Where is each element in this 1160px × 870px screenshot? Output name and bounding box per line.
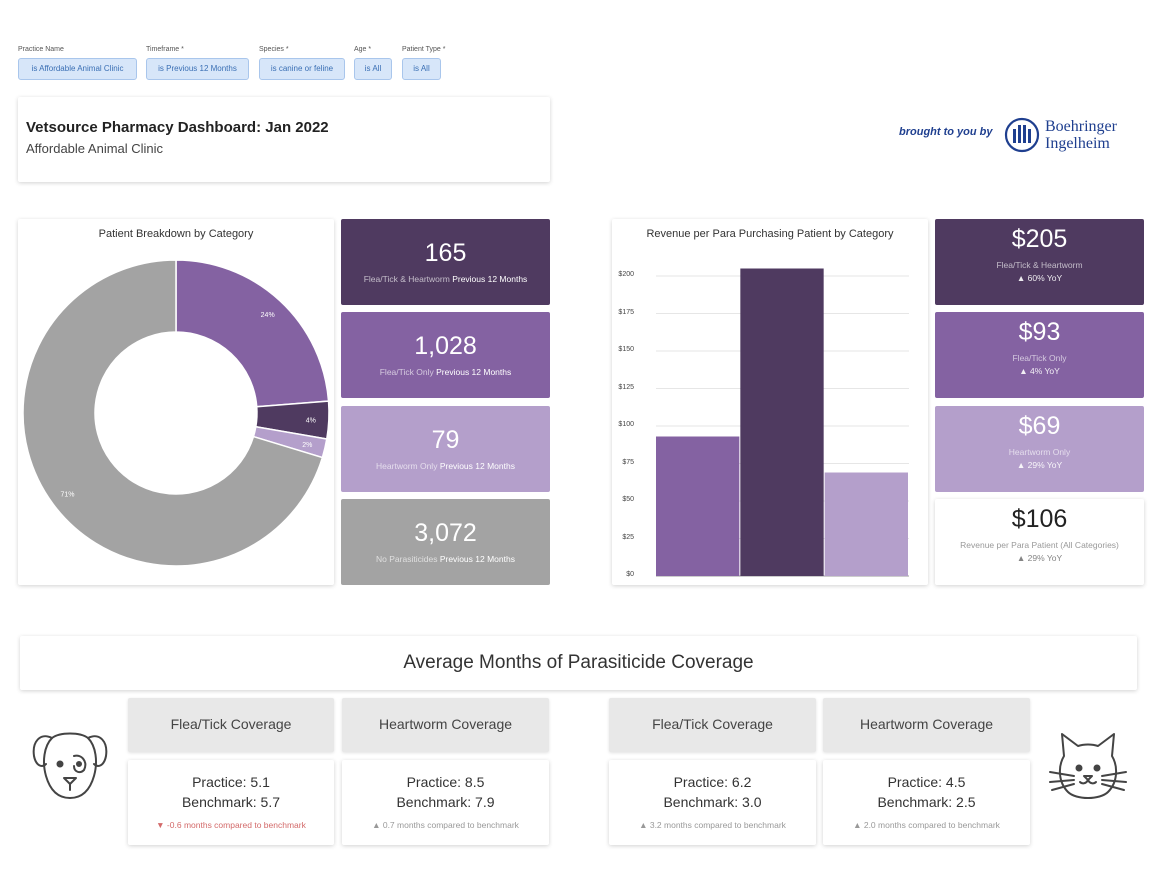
filter-label-species: Species * [259,46,289,53]
filter-chip-patient-type[interactable]: is All [402,58,441,80]
kpi-period: Previous 12 Months [436,367,512,377]
dog-heartworm-coverage-header: Heartworm Coverage [342,698,549,752]
sponsor-name-line1: Boehringer [1045,118,1117,135]
benchmark-comparison: ▲ 2.0 months compared to benchmark [853,820,1000,830]
sponsor-tagline: brought to you by [899,126,993,138]
dog-heartworm-coverage-card: Practice: 8.5 Benchmark: 7.9 ▲ 0.7 month… [342,760,549,845]
donut-slice-label: 71% [61,491,75,498]
kpi-value: 79 [431,426,460,454]
cat-heartworm-coverage-card: Practice: 4.5 Benchmark: 2.5 ▲ 2.0 month… [823,760,1030,845]
filter-label-patient-type: Patient Type * [402,46,446,53]
kpi-yoy: ▲ 60% YoY [1016,273,1063,283]
bar-heartworm-only[interactable] [824,472,908,577]
donut-slice-label: 24% [261,312,275,319]
donut-slice-label: 2% [302,442,312,449]
benchmark-comparison: ▼ -0.6 months compared to benchmark [156,820,306,830]
dog-flea-tick-coverage-header: Flea/Tick Coverage [128,698,334,752]
bar-flea-tick-heartworm[interactable] [740,268,824,577]
dog-flea-tick-coverage-card: Practice: 5.1 Benchmark: 5.7 ▼ -0.6 mont… [128,760,334,845]
sponsor-name: Boehringer Ingelheim [1045,118,1117,152]
bar-flea-tick-only[interactable] [656,436,740,577]
y-tick-label: $175 [618,308,634,316]
header-card: Vetsource Pharmacy Dashboard: Jan 2022 A… [18,97,550,182]
kpi-revenue-flea-tick-heartworm: $205 Flea/Tick & Heartworm ▲ 60% YoY [935,219,1144,305]
kpi-label: No Parasiticides [376,554,438,564]
y-tick-label: $50 [622,496,634,503]
boehringer-logo-icon [1004,117,1040,153]
kpi-yoy: ▲ 29% YoY [1016,553,1063,563]
coverage-section-title: Average Months of Parasiticide Coverage [20,636,1137,690]
donut-slice-flea-tick-only[interactable] [175,259,330,408]
kpi-heartworm-only-patients: 79 Heartworm Only Previous 12 Months [341,406,550,492]
filter-chip-timeframe[interactable]: is Previous 12 Months [146,58,249,80]
revenue-chart-card: Revenue per Para Purchasing Patient by C… [612,219,928,585]
benchmark-comparison: ▲ 3.2 months compared to benchmark [639,820,786,830]
y-tick-label: $125 [618,383,634,391]
kpi-label: Heartworm Only [1008,447,1071,457]
kpi-yoy: ▲ 4% YoY [1019,366,1060,376]
y-tick-label: $25 [622,533,634,541]
kpi-no-parasiticides-patients: 3,072 No Parasiticides Previous 12 Month… [341,499,550,585]
donut-chart: 24% 4% 2% 71% [22,259,330,567]
kpi-value: $69 [1018,412,1061,440]
dog-icon [30,728,110,804]
kpi-label: Flea/Tick Only [379,367,434,377]
donut-chart-title: Patient Breakdown by Category [98,228,254,240]
filter-label-practice: Practice Name [18,46,64,53]
practice-value: Practice: 5.1 [192,774,270,790]
filter-chip-species[interactable]: is canine or feline [259,58,345,80]
sponsor-name-line2: Ingelheim [1045,135,1110,152]
cat-flea-tick-coverage-card: Practice: 6.2 Benchmark: 3.0 ▲ 3.2 month… [609,760,816,845]
benchmark-value: Benchmark: 3.0 [663,794,762,810]
kpi-label: Heartworm Only [376,461,438,471]
kpi-label: Revenue per Para Patient (All Categories… [960,540,1119,550]
bar-chart [656,268,909,577]
kpi-value: 1,028 [414,332,477,360]
benchmark-value: Benchmark: 7.9 [396,794,495,810]
kpi-label: Flea/Tick & Heartworm [996,260,1083,270]
kpi-flea-tick-heartworm-patients: 165 Flea/Tick & Heartworm Previous 12 Mo… [341,219,550,305]
kpi-revenue-heartworm-only: $69 Heartworm Only ▲ 29% YoY [935,406,1144,492]
kpi-revenue-flea-tick-only: $93 Flea/Tick Only ▲ 4% YoY [935,312,1144,398]
kpi-value: $205 [1011,225,1068,253]
y-tick-label: $0 [626,571,634,578]
practice-value: Practice: 4.5 [887,774,966,790]
kpi-value: 165 [424,239,467,267]
donut-slice-no-parasiticides[interactable] [22,259,324,567]
filter-label-timeframe: Timeframe * [146,46,184,53]
practice-subtitle: Affordable Animal Clinic [26,141,164,156]
kpi-revenue-all-categories: $106 Revenue per Para Patient (All Categ… [935,499,1144,585]
filter-chip-practice[interactable]: is Affordable Animal Clinic [18,58,137,80]
y-tick-label: $75 [622,458,634,466]
kpi-yoy: ▲ 29% YoY [1016,460,1063,470]
patient-breakdown-card: Patient Breakdown by Category 24% 4% 2% 71% [18,219,334,585]
donut-slice-label: 4% [306,417,316,424]
kpi-period: Previous 12 Months [452,274,528,284]
cat-icon [1046,730,1130,806]
practice-value: Practice: 8.5 [406,774,485,790]
kpi-value: $93 [1018,318,1061,346]
kpi-label: Flea/Tick Only [1012,353,1067,363]
kpi-flea-tick-only-patients: 1,028 Flea/Tick Only Previous 12 Months [341,312,550,398]
bar-chart-title: Revenue per Para Purchasing Patient by C… [646,228,894,240]
kpi-value: 3,072 [414,519,477,547]
y-tick-label: $100 [618,421,634,428]
y-tick-label: $200 [618,271,634,278]
page-title: Vetsource Pharmacy Dashboard: Jan 2022 [26,119,329,136]
benchmark-value: Benchmark: 2.5 [877,794,976,810]
y-tick-label: $150 [618,346,634,353]
cat-heartworm-coverage-header: Heartworm Coverage [823,698,1030,752]
practice-value: Practice: 6.2 [673,774,752,790]
cat-flea-tick-coverage-header: Flea/Tick Coverage [609,698,816,752]
kpi-label: Flea/Tick & Heartworm [363,274,450,284]
benchmark-comparison: ▲ 0.7 months compared to benchmark [372,820,519,830]
benchmark-value: Benchmark: 5.7 [181,794,281,810]
kpi-period: Previous 12 Months [439,461,515,471]
filter-chip-age[interactable]: is All [354,58,392,80]
kpi-period: Previous 12 Months [439,554,515,564]
kpi-value: $106 [1011,505,1068,533]
filter-label-age: Age * [354,46,372,53]
